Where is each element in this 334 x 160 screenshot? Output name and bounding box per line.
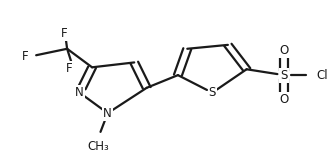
Text: F: F xyxy=(61,27,67,40)
Text: N: N xyxy=(75,86,84,99)
Text: Cl: Cl xyxy=(316,69,328,82)
Text: O: O xyxy=(280,93,289,106)
Text: CH₃: CH₃ xyxy=(88,140,109,152)
Text: F: F xyxy=(66,62,72,75)
Text: S: S xyxy=(208,86,216,99)
Text: O: O xyxy=(280,44,289,57)
Text: S: S xyxy=(280,69,288,82)
Text: F: F xyxy=(22,50,29,63)
Text: N: N xyxy=(103,107,112,120)
